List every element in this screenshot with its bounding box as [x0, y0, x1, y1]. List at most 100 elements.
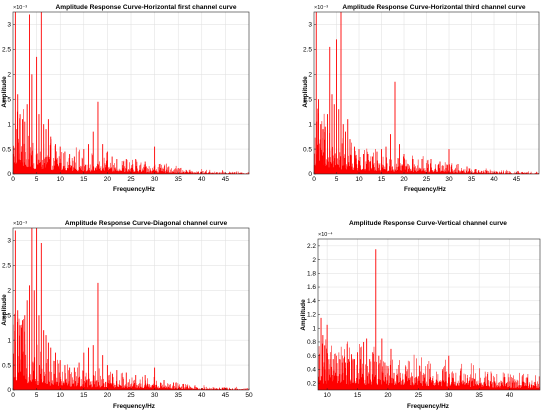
y-tick-label: 0: [308, 171, 312, 178]
y-tick-label: 0.4: [307, 367, 316, 374]
exponent-label: ×10⁻³: [13, 5, 27, 11]
y-tick-label: 1.2: [307, 312, 316, 319]
x-tick-label: 40: [198, 392, 206, 399]
y-tick-label: 1: [7, 121, 11, 128]
x-axis-label: Frequency/Hz: [407, 403, 449, 410]
x-tick-label: 45: [222, 176, 230, 183]
x-tick-label: 10: [355, 176, 363, 183]
axis-ticks: 10 15 20 25 30 35 40 0.2 0.4 0.6 0.8 1 1.2 1.4 1.6 1.8 2…: [307, 243, 514, 399]
y-tick-label: 1.5: [2, 312, 11, 319]
amplitude-signal: [317, 249, 540, 390]
x-tick-label: 5: [35, 392, 39, 399]
x-tick-label: 0: [312, 176, 316, 183]
x-tick-label: 45: [222, 392, 230, 399]
y-axis-label: Amplitude: [1, 76, 8, 108]
y-tick-label: 0.5: [303, 146, 312, 153]
x-tick-label: 25: [127, 176, 135, 183]
amplitude-signal: [12, 12, 250, 174]
x-tick-label: 25: [415, 392, 423, 399]
y-tick-label: 2.5: [303, 47, 312, 54]
exponent-label: ×10⁻⁴: [318, 231, 333, 238]
x-axis-label: Frequency/Hz: [404, 186, 446, 193]
x-tick-label: 5: [35, 176, 39, 183]
y-tick-label: 0.5: [2, 146, 11, 153]
x-axis-label: Frequency/Hz: [113, 403, 155, 410]
y-tick-label: 1: [312, 325, 316, 332]
y-tick-label: 2: [308, 72, 312, 79]
x-tick-label: 40: [490, 176, 498, 183]
x-tick-label: 35: [476, 392, 484, 399]
x-tick-label: 35: [175, 176, 183, 183]
y-tick-label: 3: [308, 22, 312, 29]
y-tick-label: 2.2: [307, 243, 316, 250]
y-tick-label: 0: [7, 171, 11, 178]
chart-panel-horizontal-third: Amplitude Response Curve-Horizontal thir…: [302, 4, 540, 193]
x-tick-label: 0: [11, 176, 15, 183]
grid: [318, 239, 540, 390]
y-tick-label: 2: [7, 72, 11, 79]
y-tick-label: 1.6: [307, 284, 316, 291]
x-tick-label: 0: [11, 392, 15, 399]
axis-ticks: 0 5 10 15 20 25 30 35 40 45 0 0.5 1 1.5 2 2.5 3: [303, 22, 521, 183]
y-tick-label: 2: [312, 257, 316, 264]
x-tick-label: 25: [127, 392, 135, 399]
x-tick-label: 40: [506, 392, 514, 399]
x-tick-label: 45: [513, 176, 521, 183]
y-tick-label: 1.5: [2, 96, 11, 103]
x-tick-label: 20: [104, 176, 112, 183]
x-tick-label: 20: [384, 392, 392, 399]
x-tick-label: 20: [400, 176, 408, 183]
chart-panel-vertical: Amplitude Response Curve-Vertical channe…: [300, 220, 541, 410]
chart-title: Amplitude Response Curve-Horizontal firs…: [56, 4, 237, 11]
x-tick-label: 35: [468, 176, 476, 183]
x-tick-label: 30: [445, 392, 453, 399]
amplitude-signal: [12, 228, 250, 390]
y-tick-label: 1.4: [307, 298, 316, 305]
x-tick-label: 25: [423, 176, 431, 183]
chart-panel-horizontal-first: Amplitude Response Curve-Horizontal firs…: [1, 4, 250, 193]
y-tick-label: 0.8: [307, 339, 316, 346]
y-axis-label: Amplitude: [302, 76, 309, 108]
x-tick-label: 30: [151, 176, 159, 183]
amplitude-signal: [313, 12, 540, 174]
x-tick-label: 30: [151, 392, 159, 399]
y-tick-label: 0: [7, 387, 11, 394]
x-tick-label: 20: [104, 392, 112, 399]
x-tick-label: 35: [175, 392, 183, 399]
x-tick-label: 10: [324, 392, 332, 399]
y-tick-label: 1: [7, 337, 11, 344]
x-tick-label: 15: [80, 392, 88, 399]
x-tick-label: 40: [198, 176, 206, 183]
y-tick-label: 3: [7, 22, 11, 29]
y-tick-label: 2.5: [2, 263, 11, 270]
y-axis-label: Amplitude: [1, 294, 8, 326]
y-tick-label: 0.6: [307, 353, 316, 360]
y-tick-label: 1.8: [307, 271, 316, 278]
x-tick-label: 15: [354, 392, 362, 399]
x-tick-label: 30: [445, 176, 453, 183]
x-tick-label: 15: [80, 176, 88, 183]
chart-title: Amplitude Response Curve-Vertical channe…: [349, 220, 507, 227]
x-axis-label: Frequency/Hz: [113, 186, 155, 193]
exponent-label: ×10⁻³: [13, 221, 27, 227]
y-tick-label: 2: [7, 288, 11, 295]
x-tick-label: 5: [335, 176, 339, 183]
y-axis-label: Amplitude: [300, 299, 307, 331]
y-tick-label: 3: [7, 238, 11, 245]
chart-title: Amplitude Response Curve-Horizontal thir…: [342, 4, 526, 11]
x-tick-label: 10: [57, 176, 65, 183]
x-tick-label: 15: [378, 176, 386, 183]
grid: [13, 12, 249, 174]
chart-title: Amplitude Response Curve-Diagonal channe…: [65, 220, 228, 227]
exponent-label: ×10⁻³: [314, 5, 328, 11]
chart-panel-diagonal: Amplitude Response Curve-Diagonal channe…: [1, 220, 253, 410]
y-tick-label: 1: [308, 121, 312, 128]
axis-ticks: 0 5 10 15 20 25 30 35 40 45 50 0 0.5 1 1.5 2 2.5 3: [2, 238, 253, 399]
grid: [13, 228, 249, 390]
y-tick-label: 1.5: [303, 96, 312, 103]
grid: [314, 12, 539, 174]
x-tick-label: 50: [245, 392, 253, 399]
y-tick-label: 0.2: [307, 380, 316, 387]
y-tick-label: 2.5: [2, 47, 11, 54]
